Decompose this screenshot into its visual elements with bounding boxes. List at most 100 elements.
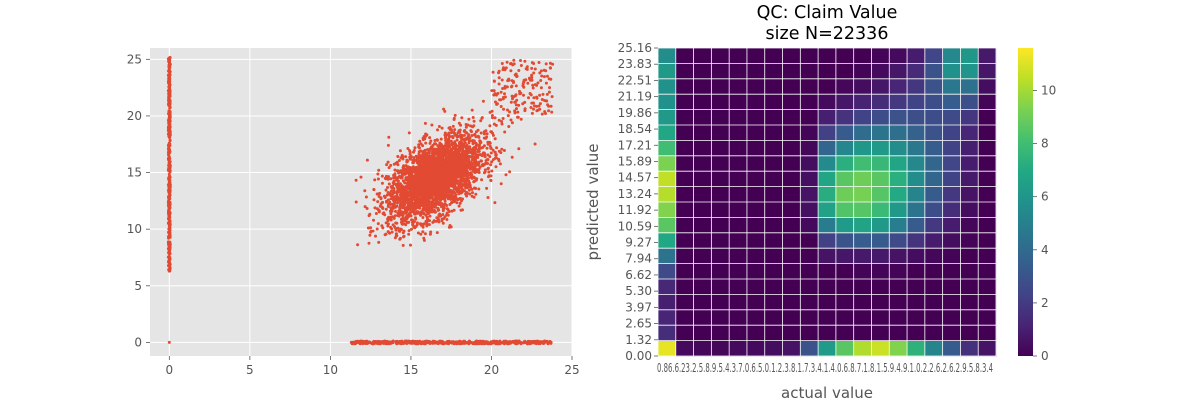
heatmap-cell	[853, 325, 872, 341]
scatter-point	[407, 131, 411, 135]
heatmap-cell	[818, 140, 837, 157]
scatter-point	[408, 193, 412, 197]
scatter-point	[478, 139, 482, 143]
scatter-point	[435, 149, 439, 153]
scatter-point	[415, 165, 419, 169]
heatmap-cell	[782, 294, 801, 311]
scatter-point	[457, 152, 461, 156]
scatter-point	[450, 135, 454, 138]
scatter-point	[464, 184, 468, 188]
scatter-point	[447, 159, 451, 162]
colorbar-tick-label: 10	[1041, 83, 1056, 97]
heatmap-cell	[746, 186, 766, 203]
scatter-point	[428, 141, 432, 145]
heatmap-cell	[764, 125, 783, 141]
scatter-point	[446, 195, 450, 199]
scatter-point	[408, 175, 412, 178]
scatter-point	[468, 192, 472, 196]
heatmap-cell	[711, 94, 730, 110]
heatmap-cell	[853, 78, 872, 95]
scatter-point	[445, 152, 449, 155]
heatmap-cell	[658, 78, 677, 95]
scatter-point	[540, 98, 544, 101]
scatter-point	[461, 145, 464, 149]
heatmap-cell	[871, 263, 890, 280]
scatter-point	[436, 165, 440, 169]
scatter-point	[509, 118, 513, 122]
scatter-point	[408, 157, 412, 161]
scatter-point	[455, 340, 459, 344]
heatmap-cell	[942, 109, 961, 126]
scatter-point	[450, 131, 453, 135]
scatter-point	[167, 63, 171, 67]
scatter-point	[416, 196, 420, 200]
heatmap-cell	[675, 94, 694, 110]
scatter-point	[455, 186, 459, 190]
scatter-point	[167, 165, 171, 169]
scatter-point	[482, 132, 486, 136]
scatter-point	[396, 340, 400, 344]
heatmap-cell	[835, 232, 855, 249]
scatter-plot-area	[150, 48, 572, 356]
heatmap-cell	[693, 263, 712, 280]
scatter-point	[401, 179, 405, 183]
scatter-point	[545, 74, 549, 78]
scatter-point	[424, 193, 427, 197]
scatter-point	[442, 107, 446, 111]
heatmap-cell	[978, 340, 997, 357]
heatmap-cell	[729, 155, 748, 172]
scatter-point	[452, 342, 456, 346]
scatter-point	[427, 174, 431, 178]
scatter-point	[167, 210, 171, 214]
scatter-point	[398, 197, 402, 201]
scatter-point	[418, 179, 422, 183]
scatter-point	[423, 121, 427, 125]
heatmap-cell	[729, 94, 748, 110]
scatter-point	[426, 148, 430, 151]
heatmap-cell	[675, 217, 694, 234]
heatmap-cell	[924, 263, 944, 280]
heatmap-cell	[835, 155, 855, 172]
scatter-point	[399, 227, 403, 231]
scatter-point	[414, 185, 417, 189]
scatter-point	[470, 134, 474, 137]
scatter-point	[433, 210, 437, 214]
scatter-x-tick-label: 20	[484, 363, 499, 377]
heatmap-cell	[711, 186, 730, 203]
scatter-point	[465, 170, 469, 173]
scatter-point	[540, 112, 544, 116]
scatter-point	[449, 340, 453, 344]
heatmap-cell	[853, 109, 872, 126]
scatter-y-tick-label: 5	[134, 279, 142, 293]
scatter-point	[453, 195, 457, 199]
scatter-point	[432, 187, 436, 191]
scatter-point	[532, 96, 536, 100]
heatmap-cell	[711, 294, 730, 311]
scatter-point	[476, 150, 480, 154]
heatmap-cell	[889, 109, 908, 126]
heatmap-y-tick-label: 6.62	[625, 268, 652, 282]
heatmap-cell	[871, 217, 890, 234]
heatmap-cell	[711, 309, 730, 326]
scatter-point	[168, 94, 172, 98]
scatter-point	[427, 178, 431, 182]
heatmap-cell	[853, 263, 872, 280]
heatmap-cell	[764, 232, 783, 249]
scatter-point	[547, 104, 551, 108]
scatter-point	[476, 163, 480, 167]
heatmap-cell	[800, 248, 819, 264]
scatter-point	[403, 172, 407, 176]
heatmap-cell	[907, 155, 926, 172]
scatter-point	[427, 192, 431, 196]
scatter-point	[457, 129, 461, 133]
scatter-point	[413, 226, 417, 230]
scatter-point	[428, 341, 432, 345]
heatmap-cell	[800, 109, 819, 126]
heatmap-cell	[889, 217, 908, 234]
scatter-point	[450, 177, 454, 181]
scatter-point	[421, 180, 425, 184]
scatter-point	[433, 205, 437, 209]
scatter-point	[399, 169, 403, 173]
scatter-point	[500, 122, 504, 126]
scatter-point	[437, 125, 441, 128]
